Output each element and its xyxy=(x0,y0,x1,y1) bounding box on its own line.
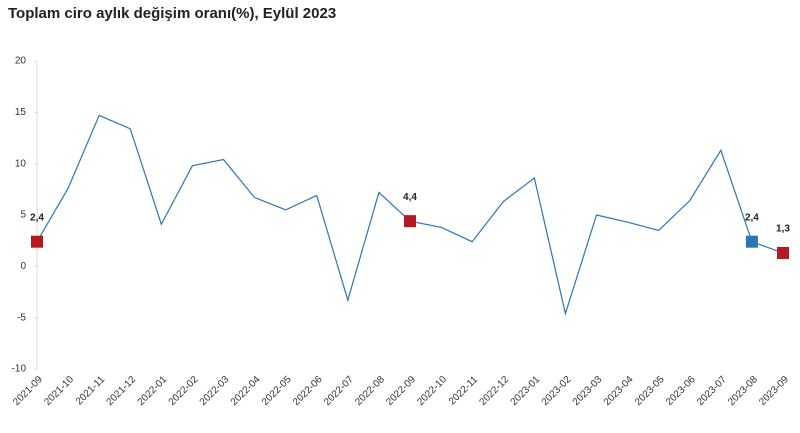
x-tick-label: 2022-02 xyxy=(167,374,201,408)
marker xyxy=(404,215,416,228)
x-tick-label: 2022-04 xyxy=(229,374,263,408)
x-tick-label: 2022-08 xyxy=(353,374,387,408)
x-tick-label: 2021-10 xyxy=(42,374,76,408)
x-tick-label: 2022-10 xyxy=(415,374,449,408)
x-tick-label: 2023-09 xyxy=(757,374,791,408)
x-tick-label: 2022-01 xyxy=(136,374,170,408)
y-tick-label: -5 xyxy=(17,312,26,323)
value-label: 2,4 xyxy=(745,212,759,223)
x-tick-label: 2022-09 xyxy=(384,374,418,408)
x-tick-label: 2023-08 xyxy=(726,374,760,408)
x-tick-label: 2022-05 xyxy=(260,374,294,408)
x-tick-label: 2023-07 xyxy=(695,374,729,408)
chart-title: Toplam ciro aylık değişim oranı(%), Eylü… xyxy=(8,5,336,22)
x-tick-label: 2023-01 xyxy=(509,374,543,408)
y-tick-label: 20 xyxy=(15,56,27,67)
x-tick-label: 2023-06 xyxy=(664,374,698,408)
x-tick-label: 2021-11 xyxy=(74,374,108,408)
y-tick-label: 0 xyxy=(20,261,26,272)
x-tick-label: 2022-11 xyxy=(447,374,481,408)
x-tick-label: 2023-04 xyxy=(602,374,636,408)
y-tick-label: 15 xyxy=(15,107,27,118)
x-tick-label: 2022-03 xyxy=(198,374,232,408)
x-tick-label: 2022-07 xyxy=(322,374,356,408)
y-tick-label: -10 xyxy=(12,364,27,375)
marker xyxy=(31,235,43,248)
x-tick-label: 2021-12 xyxy=(105,374,139,408)
marker xyxy=(745,235,758,248)
value-label: 2,4 xyxy=(30,212,44,223)
x-tick-label: 2022-06 xyxy=(291,374,325,408)
x-tick-label: 2021-09 xyxy=(11,374,45,408)
value-label: 4,4 xyxy=(403,192,417,203)
y-tick-label: 10 xyxy=(15,158,27,169)
x-tick-label: 2023-05 xyxy=(633,374,667,408)
value-label: 1,3 xyxy=(776,224,790,235)
x-tick-label: 2023-03 xyxy=(571,374,605,408)
x-tick-label: 2022-12 xyxy=(478,374,512,408)
x-tick-label: 2023-02 xyxy=(540,374,574,408)
y-tick-label: 5 xyxy=(20,210,26,221)
line xyxy=(36,114,784,316)
marker xyxy=(777,246,789,259)
